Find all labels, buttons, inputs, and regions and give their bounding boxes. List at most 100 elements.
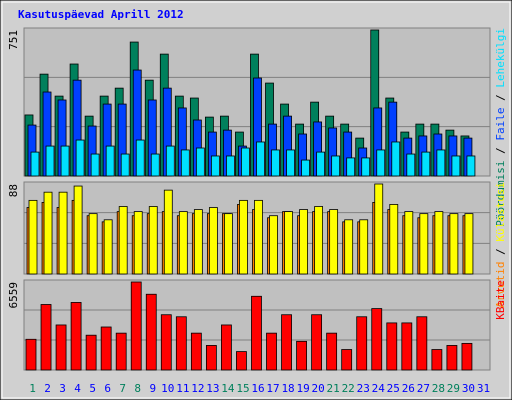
legend-entry: Pöördumisi [494, 160, 507, 226]
bar [195, 147, 205, 177]
x-tick-label: 10 [161, 382, 174, 395]
bar [446, 345, 458, 371]
bar [241, 147, 250, 177]
bar [251, 295, 262, 371]
bar [85, 334, 97, 371]
bar [145, 293, 157, 371]
bar [356, 316, 368, 371]
bar [286, 149, 295, 177]
x-tick-label: 7 [119, 382, 126, 395]
legend-entry: Arvutid [494, 261, 507, 307]
x-tick-label: 20 [312, 382, 325, 395]
legend: KBaite [494, 280, 507, 320]
bar [226, 155, 235, 177]
bar [163, 189, 173, 275]
bar [344, 219, 354, 275]
bar [346, 157, 356, 177]
legend-entry: KBaite [494, 280, 507, 320]
bar [100, 326, 112, 371]
x-tick-label: 2 [44, 382, 51, 395]
bar [120, 153, 130, 177]
bar [269, 215, 278, 275]
legend-separator: / [494, 88, 507, 108]
y-tick-label: 6559 [7, 282, 20, 309]
bar [301, 159, 310, 177]
x-tick-label: 1 [29, 382, 36, 395]
bar [28, 199, 38, 275]
bar [133, 211, 143, 275]
x-tick-label: 3 [59, 382, 66, 395]
x-tick-label: 19 [296, 382, 309, 395]
bar [311, 314, 323, 371]
y-tick-label: 751 [7, 30, 20, 50]
bar [256, 141, 265, 177]
y-tick-label: 88 [7, 184, 20, 197]
bar [221, 324, 232, 371]
bar [118, 206, 128, 275]
x-tick-label: 6 [104, 382, 111, 395]
bar [421, 151, 431, 177]
bar [239, 199, 248, 275]
bar [284, 211, 293, 275]
legend-entry: Külastusi [494, 182, 507, 242]
bar [416, 316, 428, 371]
x-tick-label: 18 [281, 382, 294, 395]
bar [331, 155, 341, 177]
bar [75, 139, 85, 177]
bar [43, 191, 53, 275]
bar [205, 345, 217, 371]
bar [224, 213, 233, 275]
x-tick-label: 11 [176, 382, 189, 395]
legend-entry: Lehekülgi [494, 28, 507, 88]
bar [190, 332, 202, 371]
bar [165, 145, 175, 177]
bar [105, 145, 115, 177]
bar [299, 209, 308, 275]
x-tick-label: 14 [221, 382, 235, 395]
x-tick-label: 23 [357, 382, 370, 395]
bar [361, 157, 371, 177]
bar [391, 141, 401, 177]
x-tick-label: 5 [89, 382, 96, 395]
x-tick-label: 12 [191, 382, 204, 395]
bar [436, 149, 446, 177]
bar [461, 342, 473, 371]
x-tick-label: 22 [342, 382, 355, 395]
x-tick-label: 21 [327, 382, 340, 395]
bar [434, 211, 444, 275]
legend-separator: / [494, 242, 507, 262]
x-tick-label: 8 [134, 382, 141, 395]
bar [70, 302, 82, 371]
x-tick-label: 13 [206, 382, 219, 395]
bar [90, 153, 100, 177]
bar [88, 213, 98, 275]
bar [329, 209, 339, 275]
bar [466, 155, 476, 177]
x-tick-label: 28 [432, 382, 445, 395]
bar [449, 213, 459, 275]
x-tick-label: 26 [402, 382, 415, 395]
bar [103, 219, 113, 275]
bar [314, 206, 324, 275]
x-tick-label: 25 [387, 382, 400, 395]
bar [254, 199, 263, 275]
x-tick-label: 31 [477, 382, 490, 395]
bar [316, 151, 326, 177]
x-tick-label: 29 [447, 382, 460, 395]
legend-separator: / [494, 141, 507, 161]
bar [178, 211, 188, 275]
bar [210, 155, 220, 177]
bar [175, 316, 187, 371]
bar [281, 314, 292, 371]
bar [73, 185, 83, 275]
bar [45, 145, 55, 177]
x-tick-label: 16 [251, 382, 264, 395]
bar [271, 149, 280, 177]
x-tick-label: 27 [417, 382, 430, 395]
bar [296, 340, 307, 371]
bar [371, 308, 383, 371]
bar [25, 338, 37, 371]
bar [60, 145, 70, 177]
legend: Arvutid / Külastusi [494, 182, 507, 308]
